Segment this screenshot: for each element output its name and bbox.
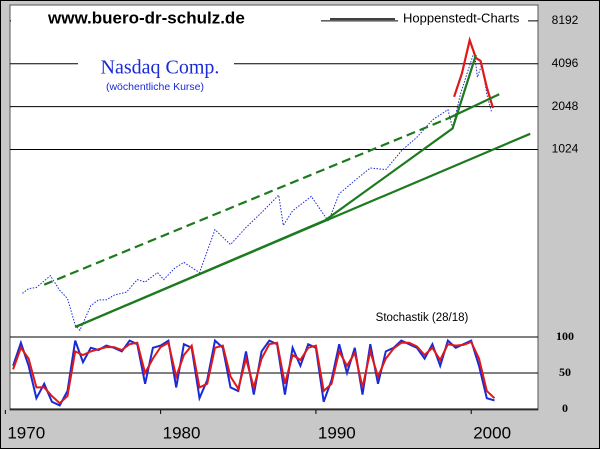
series-line (74, 132, 531, 329)
x-tick-label: 2000 (473, 423, 511, 442)
series-line (22, 51, 492, 332)
stochastic-title: Stochastik (28/18) (376, 312, 469, 324)
chart-subtitle: (wöchentliche Kurse) (106, 81, 204, 93)
y-tick-label: 2048 (552, 99, 579, 113)
series-line (43, 117, 449, 286)
y-tick-label: 1024 (552, 142, 579, 156)
y-tick-label: 0 (562, 401, 568, 415)
chart-title: Nasdaq Comp. (101, 57, 220, 79)
x-tick-label: 1980 (163, 423, 201, 442)
source: Hoppenstedt-Charts (403, 10, 520, 25)
y-tick-label: 100 (556, 329, 574, 343)
series-line (12, 338, 495, 407)
y-tick-label: 4096 (552, 56, 579, 70)
header-bg (11, 8, 321, 30)
y-tick-label: 8192 (552, 13, 579, 27)
x-tick-label: 1970 (7, 423, 45, 442)
header-bg (398, 8, 528, 30)
series-line (447, 93, 500, 120)
title-bg (78, 52, 234, 96)
series-line (12, 340, 496, 405)
x-tick-label: 1990 (318, 423, 356, 442)
site: www.buero-dr-schulz.de (47, 8, 245, 27)
y-tick-label: 50 (559, 365, 571, 379)
